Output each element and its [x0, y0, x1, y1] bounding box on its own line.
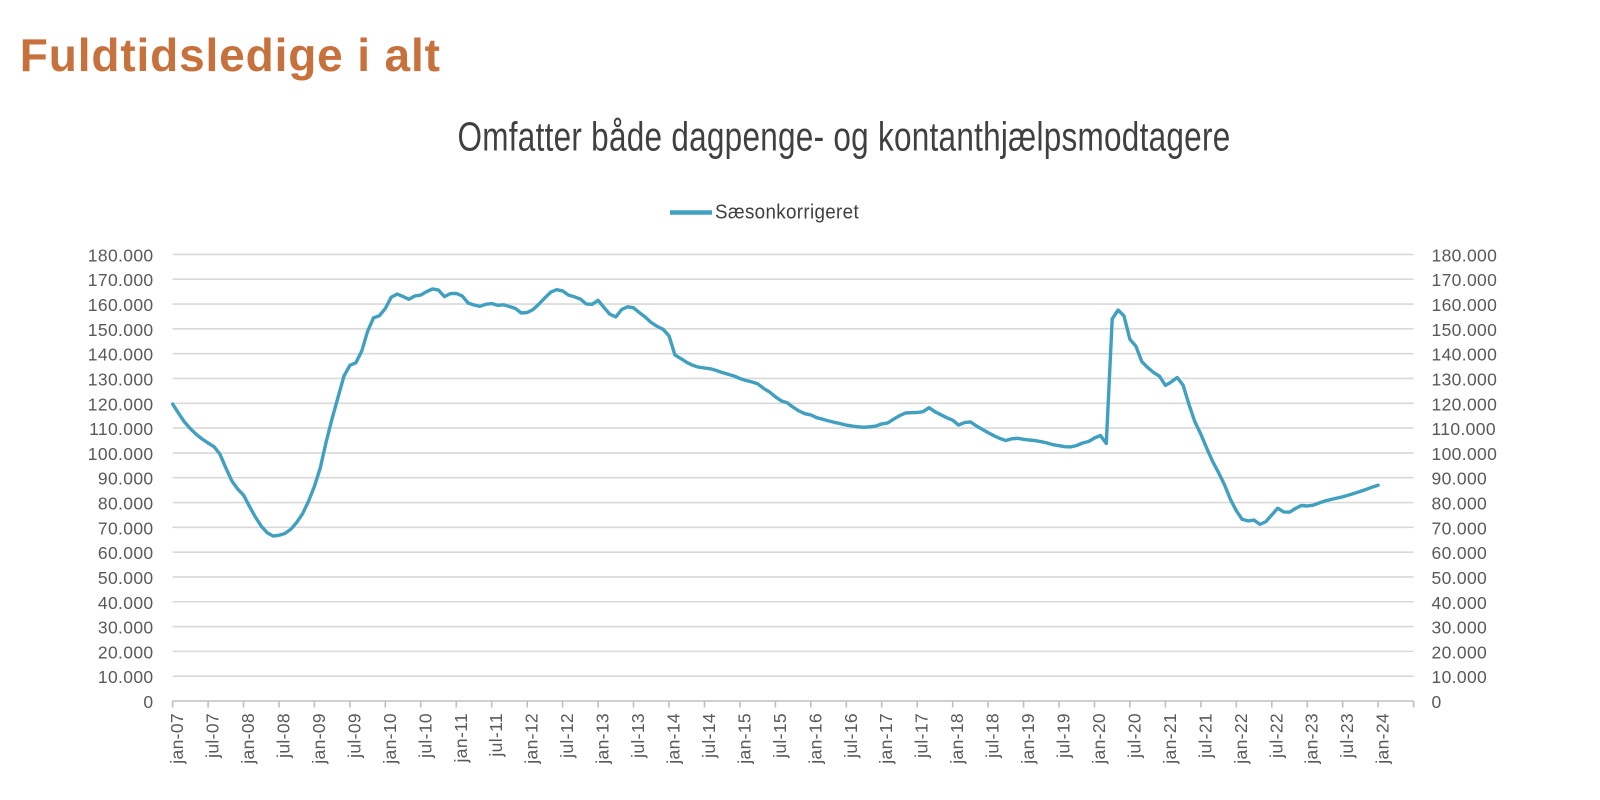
svg-text:70.000: 70.000 [98, 518, 154, 538]
svg-text:jul-07: jul-07 [203, 713, 223, 759]
svg-text:jan-20: jan-20 [1089, 713, 1109, 765]
svg-text:30.000: 30.000 [1432, 618, 1488, 638]
svg-text:jan-14: jan-14 [664, 713, 684, 765]
svg-text:180.000: 180.000 [1432, 245, 1498, 265]
svg-text:160.000: 160.000 [88, 295, 154, 315]
svg-text:Sæsonkorrigeret: Sæsonkorrigeret [715, 201, 859, 224]
svg-text:30.000: 30.000 [98, 618, 154, 638]
svg-text:jul-20: jul-20 [1124, 713, 1144, 759]
svg-text:150.000: 150.000 [88, 320, 154, 340]
svg-text:jan-11: jan-11 [451, 713, 471, 763]
svg-text:jan-18: jan-18 [947, 713, 967, 765]
svg-text:100.000: 100.000 [88, 444, 154, 464]
svg-text:20.000: 20.000 [1432, 642, 1488, 662]
svg-text:100.000: 100.000 [1432, 444, 1498, 464]
svg-text:90.000: 90.000 [98, 469, 154, 489]
svg-text:jul-14: jul-14 [699, 713, 719, 759]
svg-text:jan-19: jan-19 [1018, 713, 1038, 765]
svg-text:80.000: 80.000 [98, 494, 154, 514]
svg-text:jul-21: jul-21 [1195, 713, 1215, 759]
svg-text:jul-08: jul-08 [274, 713, 294, 759]
svg-text:120.000: 120.000 [1432, 394, 1498, 414]
svg-text:Omfatter både dagpenge- og kon: Omfatter både dagpenge- og kontanthjælps… [458, 114, 1231, 160]
svg-text:jan-08: jan-08 [238, 713, 258, 765]
svg-text:jul-19: jul-19 [1054, 713, 1074, 759]
svg-text:20.000: 20.000 [98, 642, 154, 662]
svg-text:jul-12: jul-12 [557, 713, 577, 759]
svg-text:60.000: 60.000 [1432, 543, 1488, 563]
svg-text:jul-15: jul-15 [770, 713, 790, 759]
svg-text:170.000: 170.000 [88, 270, 154, 290]
svg-text:10.000: 10.000 [98, 667, 154, 687]
svg-text:180.000: 180.000 [88, 245, 154, 265]
svg-text:90.000: 90.000 [1432, 469, 1488, 489]
svg-text:jan-07: jan-07 [167, 713, 187, 765]
svg-text:150.000: 150.000 [1432, 320, 1498, 340]
svg-text:jan-16: jan-16 [805, 713, 825, 765]
svg-text:140.000: 140.000 [88, 345, 154, 365]
svg-text:130.000: 130.000 [88, 370, 154, 390]
svg-text:110.000: 110.000 [89, 419, 153, 439]
svg-text:110.000: 110.000 [1432, 419, 1496, 439]
svg-text:120.000: 120.000 [88, 394, 154, 414]
svg-text:10.000: 10.000 [1432, 667, 1488, 687]
svg-text:0: 0 [1432, 692, 1442, 712]
svg-text:jul-16: jul-16 [841, 713, 861, 759]
svg-text:0: 0 [143, 692, 153, 712]
svg-text:50.000: 50.000 [1432, 568, 1488, 588]
svg-text:jan-22: jan-22 [1231, 713, 1251, 765]
svg-text:60.000: 60.000 [98, 543, 154, 563]
svg-text:jan-15: jan-15 [734, 713, 754, 765]
svg-text:jul-17: jul-17 [912, 713, 932, 759]
svg-text:jan-23: jan-23 [1302, 713, 1322, 765]
svg-text:Fuldtidsledige i alt: Fuldtidsledige i alt [20, 29, 441, 81]
svg-text:jul-10: jul-10 [415, 713, 435, 759]
svg-text:80.000: 80.000 [1432, 494, 1488, 514]
svg-text:jan-24: jan-24 [1373, 713, 1393, 765]
svg-text:170.000: 170.000 [1432, 270, 1498, 290]
svg-text:130.000: 130.000 [1432, 370, 1498, 390]
svg-text:jan-21: jan-21 [1160, 713, 1180, 765]
svg-text:jan-10: jan-10 [380, 713, 400, 765]
svg-text:40.000: 40.000 [98, 593, 154, 613]
svg-text:50.000: 50.000 [98, 568, 154, 588]
svg-text:jul-22: jul-22 [1266, 713, 1286, 759]
svg-text:jan-17: jan-17 [876, 713, 896, 765]
svg-text:jul-11: jul-11 [486, 713, 506, 758]
svg-text:jul-13: jul-13 [628, 713, 648, 759]
svg-text:jul-09: jul-09 [344, 713, 364, 759]
svg-text:70.000: 70.000 [1432, 518, 1488, 538]
svg-text:jul-23: jul-23 [1337, 713, 1357, 759]
svg-text:jul-18: jul-18 [983, 713, 1003, 759]
svg-text:jan-12: jan-12 [522, 713, 542, 765]
svg-text:140.000: 140.000 [1432, 345, 1498, 365]
svg-text:40.000: 40.000 [1432, 593, 1488, 613]
svg-text:jan-09: jan-09 [309, 713, 329, 765]
svg-text:160.000: 160.000 [1432, 295, 1498, 315]
svg-text:jan-13: jan-13 [593, 713, 613, 765]
